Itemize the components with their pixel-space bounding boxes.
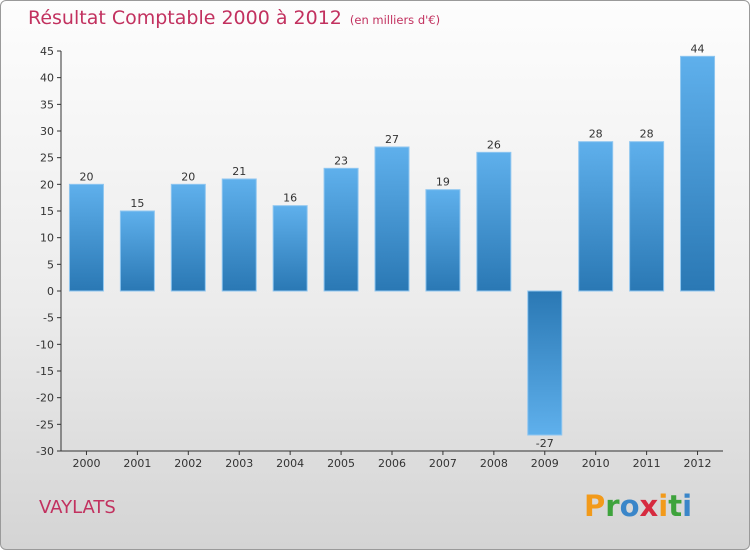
x-tick-label: 2012 bbox=[684, 457, 712, 470]
chart-title: Résultat Comptable 2000 à 2012 (en millie… bbox=[28, 7, 440, 29]
bar-2004 bbox=[272, 205, 308, 292]
town-name: VAYLATS bbox=[39, 497, 116, 518]
bar-2006 bbox=[374, 146, 410, 292]
y-tick-label: -30 bbox=[36, 445, 54, 458]
x-tick-label: 2002 bbox=[174, 457, 202, 470]
bar-2012 bbox=[680, 55, 716, 292]
y-tick-label: -20 bbox=[36, 392, 54, 405]
bar-2002 bbox=[170, 183, 206, 292]
bar-2010 bbox=[578, 141, 614, 292]
x-tick-label: 2008 bbox=[480, 457, 508, 470]
y-tick-label: 30 bbox=[40, 125, 54, 138]
proxiti-logo: Proxiti bbox=[584, 489, 693, 523]
y-tick-label: -5 bbox=[43, 312, 54, 325]
bar-value-label: 21 bbox=[232, 165, 246, 178]
bar-2009 bbox=[527, 290, 563, 436]
chart-title-unit: (en milliers d'€) bbox=[349, 13, 441, 27]
bar-value-label: 27 bbox=[385, 133, 399, 146]
y-tick-label: 40 bbox=[40, 72, 54, 85]
bar-value-label: 26 bbox=[487, 138, 501, 151]
bar-value-label: 15 bbox=[130, 197, 144, 210]
bar-2007 bbox=[425, 189, 461, 292]
y-tick-label: 10 bbox=[40, 232, 54, 245]
x-tick-label: 2009 bbox=[531, 457, 559, 470]
y-tick-label: 25 bbox=[40, 152, 54, 165]
y-tick-label: 45 bbox=[40, 45, 54, 58]
y-tick-label: -25 bbox=[36, 418, 54, 431]
y-tick-label: 20 bbox=[40, 178, 54, 191]
y-tick-label: 5 bbox=[47, 258, 54, 271]
bar-value-label: 28 bbox=[589, 128, 603, 141]
bar-2000 bbox=[68, 183, 104, 292]
x-tick-label: 2006 bbox=[378, 457, 406, 470]
bar-value-label: 19 bbox=[436, 176, 450, 189]
bar-2003 bbox=[221, 178, 257, 292]
bar-2005 bbox=[323, 167, 359, 292]
x-tick-label: 2010 bbox=[582, 457, 610, 470]
bar-value-label: -27 bbox=[536, 437, 554, 450]
x-tick-label: 2003 bbox=[225, 457, 253, 470]
x-tick-label: 2000 bbox=[72, 457, 100, 470]
y-tick-label: 15 bbox=[40, 205, 54, 218]
bar-value-label: 20 bbox=[79, 170, 93, 183]
bar-value-label: 20 bbox=[181, 170, 195, 183]
bar-value-label: 44 bbox=[691, 42, 705, 55]
y-tick-label: -15 bbox=[36, 365, 54, 378]
y-tick-label: 35 bbox=[40, 98, 54, 111]
bar-value-label: 23 bbox=[334, 154, 348, 167]
bar-value-label: 16 bbox=[283, 192, 297, 205]
x-tick-label: 2004 bbox=[276, 457, 304, 470]
chart-title-main: Résultat Comptable 2000 à 2012 bbox=[28, 7, 342, 29]
x-tick-label: 2005 bbox=[327, 457, 355, 470]
x-tick-label: 2001 bbox=[123, 457, 151, 470]
y-tick-label: -10 bbox=[36, 338, 54, 351]
y-tick-label: 0 bbox=[47, 285, 54, 298]
bar-2008 bbox=[476, 151, 512, 292]
x-tick-label: 2007 bbox=[429, 457, 457, 470]
bar-2001 bbox=[119, 210, 155, 292]
x-tick-label: 2011 bbox=[633, 457, 661, 470]
bar-value-label: 28 bbox=[640, 128, 654, 141]
bar-2011 bbox=[629, 141, 665, 292]
